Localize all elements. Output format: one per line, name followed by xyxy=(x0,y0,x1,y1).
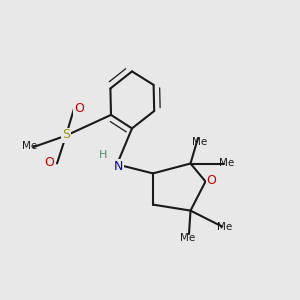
Text: N: N xyxy=(114,160,123,173)
Text: Me: Me xyxy=(180,232,195,243)
Text: O: O xyxy=(45,156,54,170)
Text: Me: Me xyxy=(218,221,232,232)
Text: Me: Me xyxy=(192,136,207,147)
Text: S: S xyxy=(62,128,70,142)
Text: O: O xyxy=(207,174,216,188)
Text: Me: Me xyxy=(219,158,234,169)
Text: Me: Me xyxy=(22,141,38,151)
Text: O: O xyxy=(74,102,84,116)
Text: H: H xyxy=(98,150,107,161)
